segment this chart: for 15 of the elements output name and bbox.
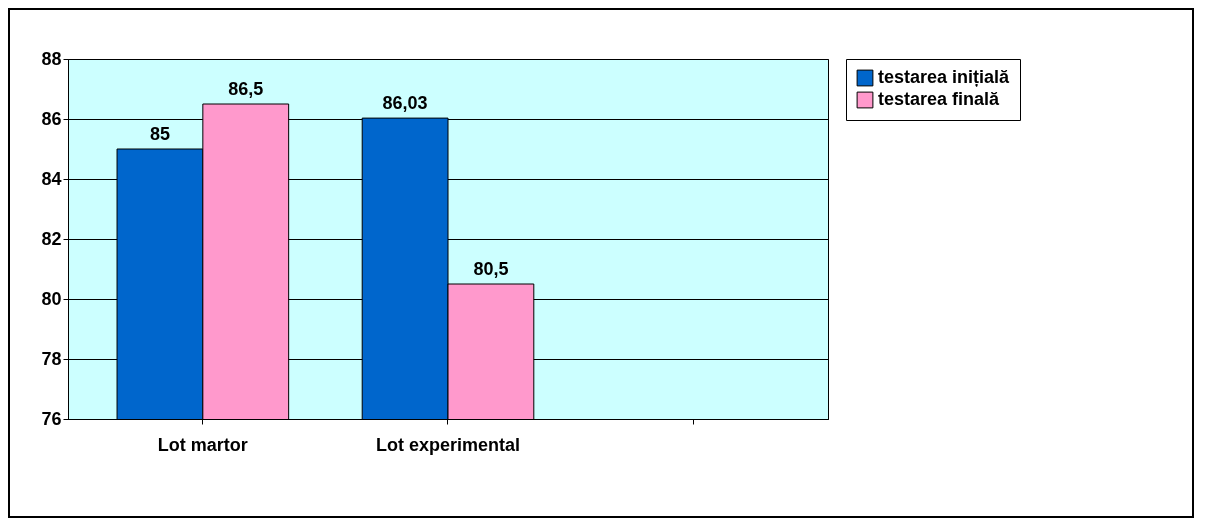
data-label: 86,5 — [228, 79, 264, 99]
data-label: 86,03 — [382, 93, 428, 114]
y-tick-label: 80 — [41, 288, 62, 309]
y-tick-label: 76 — [41, 408, 62, 429]
y-tick-label: 78 — [41, 348, 62, 369]
data-label: 85 — [149, 124, 170, 144]
y-tick-label: 88 — [41, 48, 62, 69]
y-tick-label: 84 — [41, 168, 62, 189]
x-tick-label: Lot martor — [157, 434, 248, 455]
legend-label: testarea inițială — [878, 67, 1011, 87]
x-tick-label: Lot experimental — [375, 434, 521, 455]
y-tick-label: 86 — [41, 108, 62, 129]
y-tick-label: 82 — [41, 228, 62, 249]
legend-label: testarea finală — [878, 89, 1001, 109]
data-label: 80,5 — [473, 259, 509, 279]
